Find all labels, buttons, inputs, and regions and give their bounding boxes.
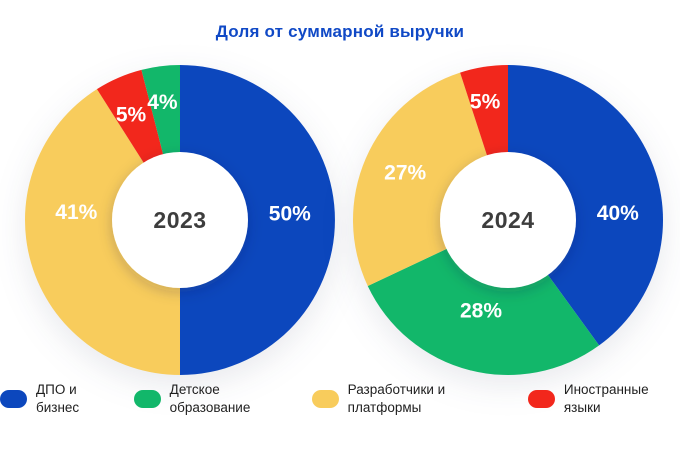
donut-hole [112, 152, 248, 288]
donut-hole [440, 152, 576, 288]
legend-item-dpo-business: ДПО и бизнес [0, 381, 117, 417]
slice-label: 27% [384, 162, 426, 185]
legend-label: Иностранные языки [563, 382, 649, 415]
slice-label: 5% [116, 103, 147, 126]
legend-label: ДПО и бизнес [36, 382, 80, 415]
legend-swatch-blue [0, 390, 27, 408]
legend-item-foreign-languages: Иностранные языки [527, 381, 680, 417]
pie-slice-yellow [25, 89, 181, 375]
legend-label: Детское образование [169, 382, 251, 415]
chart-legend: ДПО и бизнес Детское образование Разрабо… [0, 381, 680, 417]
slice-label: 40% [597, 202, 639, 225]
donut-chart-svg: 50% 41% 5%4% 2023 [25, 65, 335, 375]
legend-swatch-green [133, 390, 161, 408]
donut-center-year: 2023 [153, 207, 206, 233]
chart-title: Доля от суммарной выручки [215, 22, 465, 41]
slice-label: 28% [460, 300, 502, 323]
donut-center-year: 2024 [481, 207, 534, 233]
donut-chart-svg: 40% 28% 27% 5% 2024 [352, 65, 664, 376]
legend-label: Разработчики и платформы [347, 382, 446, 415]
pie-slice-blue [180, 65, 335, 375]
legend-swatch-red [527, 390, 555, 408]
legend-item-kids-education: Детское образование [133, 381, 295, 417]
legend-swatch-yellow [311, 390, 339, 408]
pie-slice-blue [508, 65, 664, 346]
slice-label: 41% [55, 201, 97, 224]
pie-slice-green [367, 220, 600, 376]
slice-label: 50% [269, 203, 311, 226]
slice-label: 4% [147, 91, 178, 114]
slice-label: 5% [470, 91, 501, 114]
legend-item-developers-platforms: Разработчики и платформы [311, 381, 511, 417]
